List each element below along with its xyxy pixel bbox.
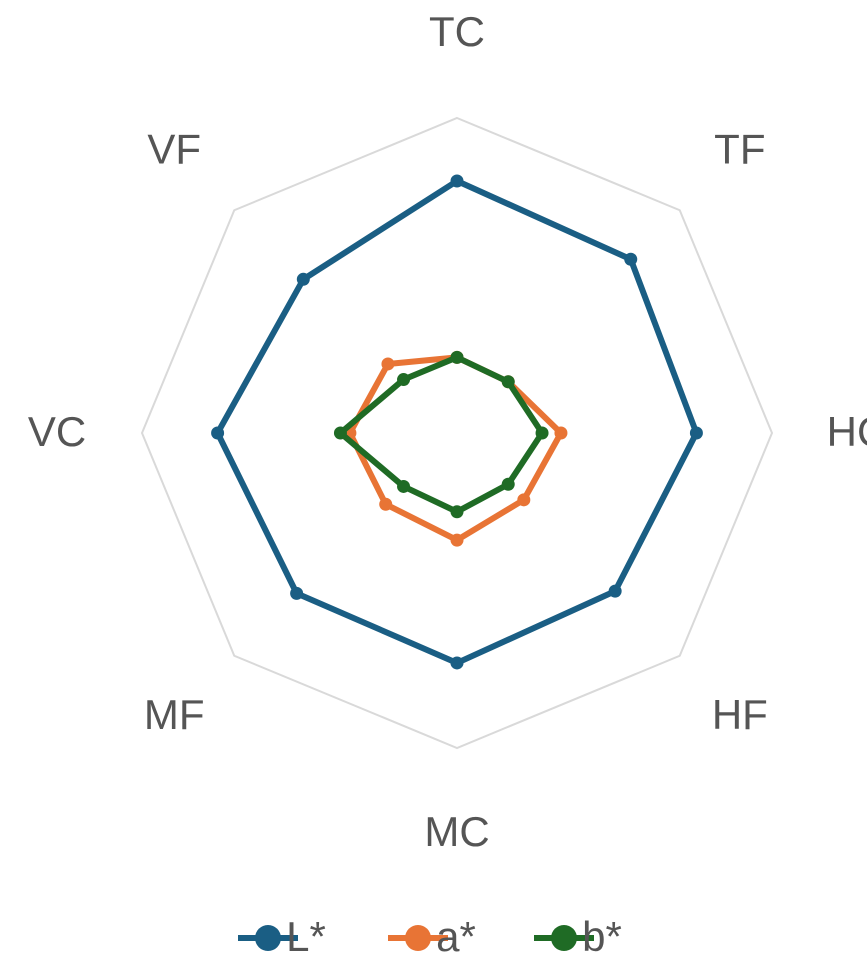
axis-label: VC bbox=[28, 408, 86, 455]
axis-label: TF bbox=[714, 125, 765, 172]
axis-label: TC bbox=[429, 8, 485, 55]
axis-label: MF bbox=[144, 691, 205, 738]
axis-label: VF bbox=[147, 125, 201, 172]
legend-marker bbox=[255, 925, 281, 951]
series-point bbox=[333, 426, 347, 440]
series-point bbox=[397, 479, 411, 493]
series-point bbox=[290, 586, 304, 600]
series-point bbox=[608, 584, 622, 598]
legend-marker bbox=[551, 925, 577, 951]
series-point bbox=[450, 350, 464, 364]
series-point bbox=[501, 477, 515, 491]
series-point bbox=[450, 656, 464, 670]
series-point bbox=[450, 174, 464, 188]
series-point bbox=[381, 357, 395, 371]
legend-label: b* bbox=[582, 913, 622, 960]
legend-marker bbox=[405, 925, 431, 951]
series-point bbox=[501, 375, 515, 389]
series-point bbox=[535, 426, 549, 440]
series-point bbox=[450, 505, 464, 519]
axis-label: MC bbox=[424, 808, 489, 855]
series-point bbox=[554, 426, 568, 440]
series-line bbox=[214, 178, 700, 666]
series-point bbox=[517, 493, 531, 507]
series-point bbox=[689, 426, 703, 440]
series-point bbox=[379, 497, 393, 511]
series-point bbox=[450, 533, 464, 547]
series-point bbox=[211, 426, 225, 440]
axis-label: HF bbox=[712, 691, 768, 738]
grid-polygon bbox=[140, 116, 774, 750]
series-point bbox=[624, 252, 638, 266]
axis-label: HC bbox=[827, 408, 867, 455]
series-point bbox=[296, 272, 310, 286]
series-point bbox=[397, 373, 411, 387]
legend-label: a* bbox=[436, 913, 476, 960]
legend-label: L* bbox=[286, 913, 326, 960]
